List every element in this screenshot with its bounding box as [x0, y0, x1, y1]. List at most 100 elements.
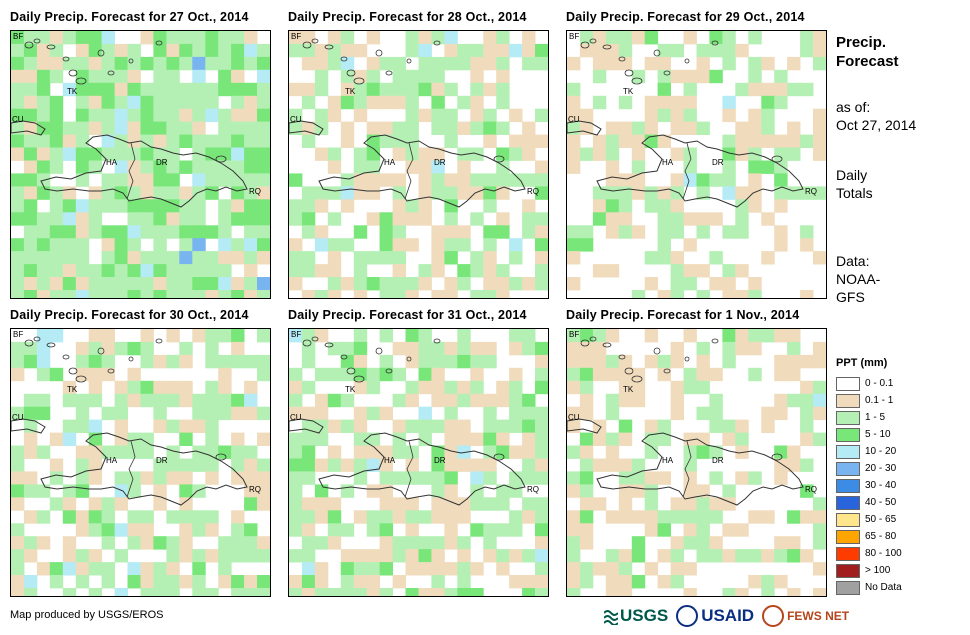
- precip-cell: [327, 523, 342, 537]
- legend-item: 20 - 30: [836, 460, 966, 477]
- totals-note: Daily Totals: [836, 166, 873, 202]
- precip-cell: [353, 173, 368, 187]
- precip-cell: [244, 199, 258, 213]
- precip-cell: [114, 186, 128, 200]
- precip-cell: [644, 277, 659, 291]
- precip-cell: [696, 173, 710, 187]
- precip-cell: [392, 341, 406, 356]
- precip-cell: [605, 329, 620, 343]
- precip-cell: [579, 458, 594, 472]
- legend-item: 10 - 20: [836, 443, 966, 460]
- precip-cell: [353, 562, 368, 576]
- panel-title: Daily Precip. Forecast for 29 Oct., 2014: [566, 10, 805, 24]
- precip-cell: [605, 406, 620, 421]
- coastline: [318, 134, 526, 208]
- precip-cell: [696, 510, 710, 524]
- precip-cell: [114, 264, 128, 278]
- precip-cell: [257, 588, 270, 596]
- precip-cell: [618, 393, 633, 408]
- precip-cell: [496, 277, 510, 291]
- precip-cell: [735, 471, 749, 485]
- precip-cell: [127, 536, 141, 550]
- precip-cell: [166, 562, 180, 576]
- precip-cell: [787, 147, 801, 161]
- precip-cell: [301, 471, 316, 485]
- precip-cell: [631, 536, 646, 550]
- precip-cell: [101, 562, 115, 576]
- precip-cell: [327, 536, 342, 550]
- precip-cell: [709, 31, 723, 45]
- precip-cell: [379, 329, 393, 343]
- precip-cell: [327, 445, 342, 459]
- precip-cell: [244, 575, 258, 589]
- precip-cell: [379, 562, 393, 576]
- precip-cell: [722, 56, 736, 71]
- precip-cell: [179, 238, 193, 252]
- precip-cell: [748, 69, 762, 84]
- island-outline: [128, 356, 134, 362]
- precip-cell: [813, 393, 826, 408]
- precip-cell: [166, 290, 180, 298]
- precip-cell: [340, 588, 355, 596]
- precip-cell: [75, 419, 90, 433]
- coastline: [567, 120, 602, 136]
- precip-cell: [696, 367, 710, 382]
- precip-cell: [535, 549, 548, 563]
- precip-cell: [444, 277, 458, 291]
- precip-cell: [483, 31, 497, 45]
- precip-cell: [670, 251, 684, 265]
- precip-cell: [327, 367, 342, 382]
- precip-cell: [631, 575, 646, 589]
- precip-cell: [353, 445, 368, 459]
- precip-cell: [670, 290, 684, 298]
- precip-cell: [289, 277, 303, 291]
- legend-swatch: [836, 512, 860, 527]
- precip-cell: [244, 251, 258, 265]
- precip-cell: [657, 575, 671, 589]
- island-outline: [771, 155, 783, 163]
- precip-cell: [683, 160, 697, 174]
- precip-cell: [366, 82, 381, 97]
- precip-cell: [205, 380, 219, 395]
- precip-cell: [761, 82, 775, 97]
- fewsnet-logo-text: FEWS NET: [787, 609, 850, 623]
- precip-cell: [140, 510, 154, 524]
- precip-cell: [114, 238, 128, 252]
- precip-cell: [457, 575, 471, 589]
- island-outline: [24, 339, 34, 347]
- precip-cell: [800, 43, 814, 58]
- precip-cell: [62, 147, 77, 161]
- precip-cell: [748, 82, 762, 97]
- precip-cell: [683, 536, 697, 550]
- precip-cell: [418, 69, 432, 84]
- precip-cell: [509, 277, 523, 291]
- precip-cell: [379, 238, 393, 252]
- precip-cell: [166, 419, 180, 433]
- precip-cell: [289, 329, 303, 343]
- precip-cell: [218, 264, 232, 278]
- precip-cell: [509, 484, 523, 498]
- country-label-ha: HA: [384, 158, 396, 167]
- precip-cell: [192, 406, 206, 421]
- precip-cell: [800, 549, 814, 563]
- precip-cell: [761, 121, 775, 135]
- precip-cell: [774, 406, 788, 421]
- precip-cell: [431, 575, 445, 589]
- precip-cell: [314, 56, 329, 71]
- island-outline: [33, 336, 41, 342]
- precip-cell: [618, 380, 633, 395]
- coastline: [567, 418, 602, 434]
- precip-cell: [140, 575, 154, 589]
- precip-map: BF TK CU HA DR RQ: [566, 328, 827, 597]
- legend-label: 65 - 80: [865, 531, 897, 542]
- precip-cell: [709, 43, 723, 58]
- precip-cell: [418, 510, 432, 524]
- precip-cell: [522, 510, 536, 524]
- precip-cell: [114, 251, 128, 265]
- precip-cell: [496, 393, 510, 408]
- island-outline: [346, 69, 356, 77]
- island-outline: [75, 375, 87, 383]
- precip-cell: [257, 238, 270, 252]
- precip-cell: [431, 225, 445, 239]
